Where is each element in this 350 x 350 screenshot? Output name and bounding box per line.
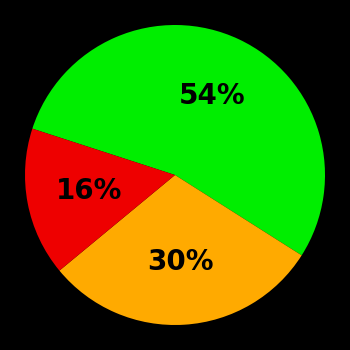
Wedge shape xyxy=(60,175,302,325)
Text: 54%: 54% xyxy=(179,82,245,110)
Text: 30%: 30% xyxy=(147,248,214,276)
Text: 16%: 16% xyxy=(56,177,123,205)
Wedge shape xyxy=(32,25,325,256)
Wedge shape xyxy=(25,129,175,271)
